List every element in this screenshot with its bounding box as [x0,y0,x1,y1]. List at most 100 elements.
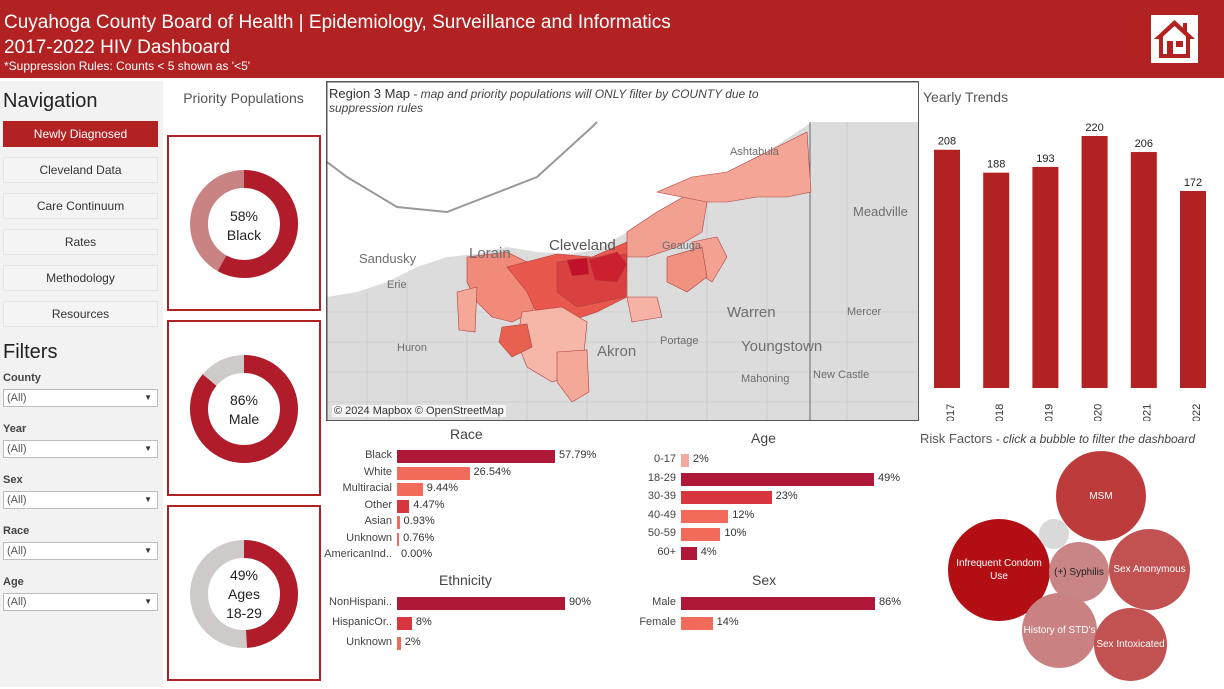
race-chart-label: AmericanInd.. [324,548,392,560]
yearly-bar-2017[interactable] [934,149,960,388]
sex-chart-bar[interactable] [681,617,713,630]
age-chart-bar[interactable] [681,454,689,467]
priority-male-donut [190,355,298,463]
race-chart-label: Multiracial [342,482,392,494]
sex-chart-value: 86% [879,596,902,608]
race-chart-value: 57.79% [559,449,597,461]
ethnicity-chart-value: 2% [404,636,421,648]
age-chart-bar[interactable] [681,528,721,541]
yearly-year-label: 2018 [994,404,1006,421]
race-chart-bar[interactable] [397,450,555,463]
priority-male-label: 86% Male [169,391,319,429]
dropdown-arrow-icon: ▼ [144,444,152,453]
suppression-note: *Suppression Rules: Counts < 5 shown as … [4,59,251,73]
header-title: Cuyahoga County Board of Health | Epidem… [4,12,671,33]
yearly-bar-2018[interactable] [983,172,1010,388]
yearly-value-label: 206 [1135,138,1153,150]
age-chart-bar[interactable] [681,472,874,486]
age-chart-label: 0-17 [653,453,676,465]
nav-methodology[interactable]: Methodology [3,265,158,291]
priority-black-label: 58% Black [169,207,319,245]
risk-factors-title-main: Risk Factors [920,431,993,446]
region-map[interactable]: Region 3 Map - map and priority populati… [326,81,919,421]
filter-sex-select[interactable]: (All) ▼ [3,491,158,509]
filter-county-value: (All) [7,392,27,404]
race-chart-bar[interactable] [397,499,410,513]
yearly-value-label: 172 [1184,177,1202,189]
age-chart-bar[interactable] [681,546,697,560]
nav-newly-diagnosed[interactable]: Newly Diagnosed [3,121,158,147]
sex-chart-bar[interactable] [681,597,875,610]
map-city-new-castle: New Castle [813,369,870,381]
ethnicity-chart-title: Ethnicity [439,572,492,588]
race-chart-bar[interactable] [397,466,470,480]
map-city-akron: Akron [597,343,637,360]
dropdown-arrow-icon: ▼ [144,546,152,555]
map-city-huron: Huron [397,342,427,354]
yearly-year-label: 2021 [1142,404,1154,421]
age-chart-label: 18-29 [647,471,676,484]
priority-age-label: 49% Ages 18-29 [169,566,319,623]
filter-sex-value: (All) [7,494,27,506]
age-chart-value: 2% [692,453,709,465]
race-chart-value: 4.47% [413,498,445,511]
yearly-year-label: 2019 [1043,404,1055,421]
priority-age-group: Ages [228,586,260,602]
donut-segment-main [190,355,298,463]
yearly-bar-2022[interactable] [1180,190,1206,388]
age-chart-value: 10% [724,527,747,539]
yearly-value-label: 193 [1036,153,1054,165]
race-chart-bar[interactable] [397,516,400,529]
yearly-bar-2020[interactable] [1081,136,1108,388]
map-city-warren: Warren [727,304,776,321]
ethnicity-chart-bar[interactable] [397,617,412,630]
risk-bubble-other[interactable] [1039,519,1069,549]
risk-bubble-history-of-stds[interactable]: History of STD's [1022,593,1097,668]
race-chart-bar[interactable] [397,483,423,496]
yearly-bar-2019[interactable] [1032,166,1059,388]
race-chart-title: Race [450,426,483,442]
filter-race-select[interactable]: (All) ▼ [3,542,158,560]
home-button[interactable] [1151,15,1198,63]
map-city-cleveland: Cleveland [549,237,616,254]
priority-age-card[interactable]: 49% Ages 18-29 [167,505,321,681]
race-chart-bar[interactable] [397,532,400,546]
risk-bubble-sex-anonymous[interactable]: Sex Anonymous [1109,529,1190,610]
filter-year-select[interactable]: (All) ▼ [3,440,158,458]
ethnicity-chart-bar[interactable] [397,637,401,650]
risk-bubble-infrequent-condom-use[interactable]: Infrequent Condom Use [948,519,1050,621]
priority-black-group: Black [226,227,262,243]
risk-bubble-sex-intoxicated[interactable]: Sex Intoxicated [1094,608,1167,681]
race-chart-value: 26.54% [473,465,511,478]
nav-care-continuum[interactable]: Care Continuum [3,193,158,219]
yearly-year-label: 2022 [1191,404,1203,421]
age-chart-label: 60+ [657,545,676,558]
sex-chart-value: 14% [716,616,739,628]
yearly-bar-2021[interactable] [1130,152,1157,388]
priority-black-card[interactable]: 58% Black [167,135,321,311]
ethnicity-chart-bar[interactable] [397,597,565,610]
priority-male-card[interactable]: 86% Male [167,320,321,496]
age-chart-bar[interactable] [681,491,772,504]
nav-resources[interactable]: Resources [3,301,158,327]
risk-bubble-msm[interactable]: MSM [1056,451,1146,541]
dropdown-arrow-icon: ▼ [144,597,152,606]
map-city-meadville: Meadville [853,204,908,219]
filters-title: Filters [3,341,58,363]
yearly-year-label: 2020 [1093,404,1105,421]
nav-rates[interactable]: Rates [3,229,158,255]
age-chart-bar[interactable] [681,509,729,523]
map-title-main: Region 3 Map [329,86,410,101]
map-city-portage: Portage [660,335,699,347]
age-chart-value: 12% [732,508,755,521]
race-chart-value: 9.44% [426,482,458,494]
filter-county-select[interactable]: (All) ▼ [3,389,158,407]
yearly-value-label: 188 [987,159,1005,171]
dashboard-title: 2017-2022 HIV Dashboard [4,37,231,58]
filter-age-label: Age [3,576,24,588]
priority-male-percent: 86% [229,392,259,408]
filter-age-select[interactable]: (All) ▼ [3,593,158,611]
priority-age-donut [190,540,298,648]
nav-cleveland-data[interactable]: Cleveland Data [3,157,158,183]
risk-bubble-syphilis[interactable]: (+) Syphilis [1049,542,1109,602]
